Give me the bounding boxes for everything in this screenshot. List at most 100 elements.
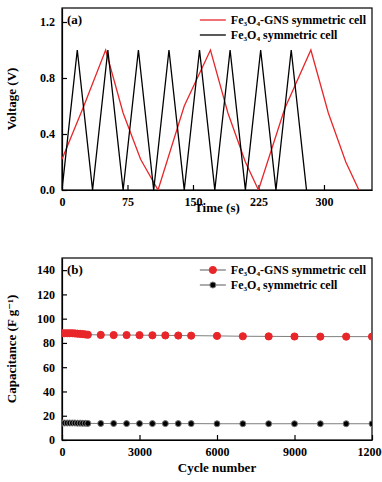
- tick: 120: [37, 288, 67, 302]
- tick-mark: [62, 416, 67, 417]
- tick: 9000: [283, 435, 307, 459]
- legend-entry: Fe₃O₄-GNS symmetric cell: [200, 13, 367, 27]
- tick-label: 6000: [206, 445, 230, 459]
- marker: [266, 421, 272, 427]
- y-axis: 0.0 0.4 0.8 1.2: [40, 9, 67, 198]
- tick: 3000: [128, 435, 152, 459]
- marker: [291, 333, 298, 340]
- tick-label: 0: [60, 195, 66, 209]
- series-line: [62, 50, 359, 190]
- tick-mark: [372, 435, 373, 440]
- series-line: [62, 50, 307, 190]
- tick-label: 300: [315, 195, 333, 209]
- marker: [368, 333, 372, 340]
- tick-mark: [294, 435, 295, 440]
- tick-label: 12000: [358, 445, 382, 459]
- tick-mark: [62, 294, 67, 295]
- tick-label: 60: [43, 361, 55, 375]
- marker: [110, 331, 117, 338]
- tick-label: 0.8: [40, 71, 55, 85]
- marker: [137, 421, 143, 427]
- tick-label: 0.0: [40, 183, 55, 197]
- legend-swatch: [200, 19, 226, 20]
- marker: [292, 421, 298, 427]
- tick-label: 120: [37, 288, 55, 302]
- panel-label: (a): [67, 12, 82, 27]
- marker: [317, 421, 323, 427]
- tick-mark: [62, 134, 67, 135]
- marker: [162, 332, 169, 339]
- legend: Fe₃O₄-GNS symmetric cellFe₃O₄ symmetric …: [200, 263, 367, 292]
- tick: 40: [43, 385, 67, 399]
- tick: 12000: [358, 435, 382, 459]
- plot-frame: [62, 8, 372, 190]
- marker: [84, 331, 91, 338]
- tick: 100: [37, 312, 67, 326]
- tick-mark: [139, 435, 140, 440]
- panel: 030006000900012000020406080100120140Cycl…: [4, 258, 382, 475]
- tick: 1.2: [40, 15, 67, 29]
- marker: [162, 421, 168, 427]
- marker: [188, 332, 195, 339]
- tick-mark: [62, 190, 67, 191]
- x-axis-title: Time (s): [194, 200, 240, 215]
- marker: [240, 421, 246, 427]
- series-group: [62, 50, 359, 190]
- tick: 80: [43, 336, 67, 350]
- marker: [239, 333, 246, 340]
- x-axis-title: Cycle number: [178, 460, 257, 475]
- plot-frame: [62, 258, 372, 440]
- tick-label: 75: [122, 195, 134, 209]
- tick: 0.4: [40, 127, 67, 141]
- marker: [123, 331, 130, 338]
- y-axis: 020406080100120140: [37, 259, 67, 448]
- y-axis-title: Voltage (V): [4, 68, 19, 131]
- series-group: [62, 330, 372, 427]
- x-axis: 0 3000 6000 9000 12000: [60, 435, 382, 459]
- tick-label: 1.2: [40, 15, 55, 29]
- marker: [111, 420, 117, 426]
- tick-label: 0: [60, 445, 66, 459]
- legend-marker: [210, 282, 216, 288]
- legend-swatch: [200, 34, 226, 35]
- tick-label: 100: [37, 312, 55, 326]
- tick-mark: [193, 185, 194, 190]
- legend-entry: Fe₃O₄ symmetric cell: [200, 28, 338, 42]
- panel: 0751502253000.00.40.81.2Time (s)Voltage …: [4, 8, 373, 215]
- tick: 140: [37, 263, 67, 277]
- tick-label: 80: [43, 336, 55, 350]
- legend-label: Fe₃O₄-GNS symmetric cell: [231, 13, 367, 27]
- marker: [265, 333, 272, 340]
- tick-mark: [62, 319, 67, 320]
- axis-line: [62, 9, 63, 191]
- marker: [124, 421, 130, 427]
- tick-label: 0: [49, 433, 55, 447]
- legend-marker: [209, 266, 216, 273]
- tick-label: 9000: [283, 445, 307, 459]
- tick-mark: [324, 185, 325, 190]
- marker: [175, 332, 182, 339]
- tick: 60: [43, 361, 67, 375]
- legend-label: Fe₃O₄-GNS symmetric cell: [231, 263, 367, 277]
- tick: 300: [315, 185, 333, 209]
- tick-label: 140: [37, 263, 55, 277]
- tick-label: 3000: [128, 445, 152, 459]
- legend-label: Fe₃O₄ symmetric cell: [231, 28, 338, 42]
- tick: 6000: [206, 435, 230, 459]
- tick-label: 0.4: [40, 127, 55, 141]
- marker: [188, 421, 194, 427]
- tick-mark: [62, 78, 67, 79]
- panel-label: (b): [67, 262, 83, 277]
- tick-mark: [62, 343, 67, 344]
- tick: 0.8: [40, 71, 67, 85]
- marker: [85, 420, 91, 426]
- marker: [369, 421, 372, 427]
- marker: [175, 421, 181, 427]
- marker: [214, 421, 220, 427]
- axis-line: [62, 259, 63, 441]
- tick-mark: [127, 185, 128, 190]
- legend-entry: Fe₃O₄ symmetric cell: [200, 278, 338, 292]
- tick-mark: [62, 391, 67, 392]
- marker: [149, 332, 156, 339]
- axis-line: [63, 190, 373, 191]
